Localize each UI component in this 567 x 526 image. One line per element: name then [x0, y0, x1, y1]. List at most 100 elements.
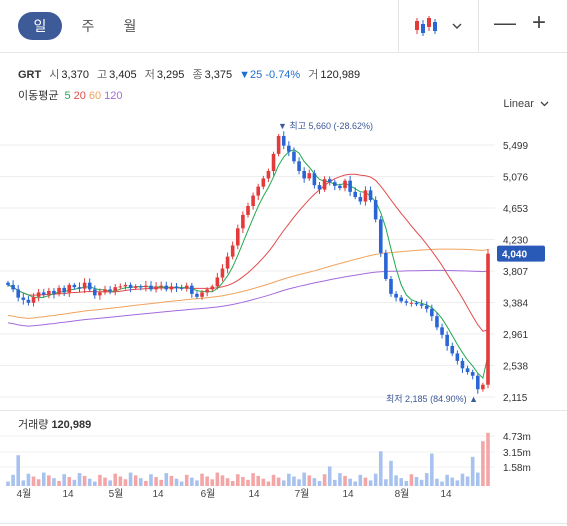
volume-panel-value: 120,989 [51, 419, 92, 431]
volume-bar [373, 473, 378, 486]
toolbar-separator [0, 52, 567, 53]
candle-body [190, 285, 194, 294]
candle-body [333, 182, 337, 186]
moving-average-legend: 이동평균 5 20 60 120 [18, 87, 129, 103]
volume-bar [389, 460, 393, 486]
time-axis: 4월 14 5월 14 6월 14 7월 14 8월 14 [17, 488, 452, 500]
volume-bar [123, 479, 128, 486]
scale-mode-selector[interactable]: Linear [503, 98, 549, 110]
time-tick-label: 14 [152, 489, 164, 500]
high-price-marker: ▼ 최고 5,660 (-28.62%) [278, 121, 373, 131]
candle-body [435, 316, 439, 328]
candle-body [373, 200, 378, 220]
volume-bar [205, 476, 209, 486]
candle-body [220, 268, 225, 278]
volume-bar [11, 474, 15, 486]
volume-bar [297, 479, 301, 486]
candle-body [123, 284, 128, 287]
open-value: 3,370 [61, 69, 89, 81]
volume-bar [98, 474, 102, 486]
volume-bar [103, 477, 107, 486]
ma-legend-item: 60 [88, 90, 102, 102]
candle-body [154, 286, 158, 290]
ma-line [7, 149, 489, 379]
volume-tick-label: 4.73m [503, 432, 531, 443]
candle-body [394, 293, 398, 298]
close-label: 종 [192, 69, 203, 81]
tab-period-0[interactable]: 일 [18, 12, 62, 40]
zoom-out-button[interactable]: — [494, 10, 516, 35]
volume-panel-label: 거래량 120,989 [18, 416, 91, 432]
volume-bar [93, 481, 97, 486]
candle-body [225, 256, 230, 269]
candle-body [287, 145, 291, 152]
volume-bar [87, 478, 92, 486]
close-value: 3,375 [204, 69, 233, 81]
volume-bar [470, 456, 475, 486]
time-tick-label: 14 [342, 489, 354, 500]
low-value: 3,295 [156, 69, 185, 81]
chart-type-selector[interactable] [412, 14, 466, 38]
candle-body [327, 179, 332, 183]
candle-body [378, 219, 383, 253]
volume-bar [322, 474, 327, 486]
candle-body [133, 286, 138, 288]
candle-body [21, 297, 26, 300]
ma60-line [7, 248, 489, 319]
volume-bar [256, 475, 261, 486]
volume-bar [16, 455, 21, 486]
candle-body [348, 180, 352, 192]
candle-body [103, 289, 107, 293]
candle-body [169, 286, 174, 290]
time-tick-label: 14 [248, 489, 260, 500]
toolbar-divider [478, 0, 479, 52]
candle-body [281, 135, 286, 146]
candle-body [368, 190, 373, 201]
current-price-badge: 4,040 [497, 245, 545, 262]
candle-body [261, 178, 266, 187]
candle-body [246, 205, 250, 215]
candle-body [67, 284, 72, 293]
volume-bar [317, 480, 322, 486]
ma-legend-label: 이동평균 [18, 90, 59, 102]
time-tick-label: 4월 [17, 488, 32, 500]
toolbar-divider [398, 0, 399, 52]
volume-bar [312, 478, 317, 486]
ma-legend-item: 120 [104, 90, 123, 102]
volume-bar [47, 475, 51, 486]
volume-bar [220, 475, 225, 486]
volume-bar [72, 479, 77, 486]
volume-bar [333, 479, 337, 486]
volume-bar [26, 473, 31, 486]
low-price-marker: 최저 2,185 (84.90%) ▲ [386, 394, 478, 404]
candle-body [445, 334, 449, 346]
candle-body [41, 292, 46, 295]
ma-legend-items: 5 20 60 120 [65, 90, 126, 102]
chevron-down-icon [452, 23, 462, 29]
volume-bar [378, 451, 383, 486]
volume-bar [348, 478, 352, 486]
volume-bar [399, 478, 403, 486]
tab-period-1[interactable]: 주 [81, 18, 95, 34]
candle-body [322, 179, 327, 190]
ma-line [7, 173, 489, 332]
volume-bar [77, 473, 82, 486]
open-label: 시 [49, 69, 60, 81]
volume-bar [41, 472, 46, 486]
volume-bar [57, 480, 61, 486]
volume-bar [424, 473, 429, 486]
candle-body [16, 289, 21, 298]
volume-bar [368, 480, 373, 486]
volume-bar [118, 476, 123, 486]
candle-body [312, 173, 317, 186]
volume-bar [266, 481, 271, 486]
volume-bar [435, 478, 439, 486]
tab-period-2[interactable]: 월 [123, 18, 137, 34]
candle-body [87, 282, 92, 290]
volume-axis: 4.73m 3.15m 1.58m [503, 432, 531, 474]
price-tick-label: 3,384 [503, 299, 528, 310]
volume-panel-title: 거래량 [18, 419, 49, 431]
candle-body [475, 375, 480, 390]
volume-bar [108, 480, 112, 486]
zoom-in-button[interactable]: + [532, 9, 547, 36]
